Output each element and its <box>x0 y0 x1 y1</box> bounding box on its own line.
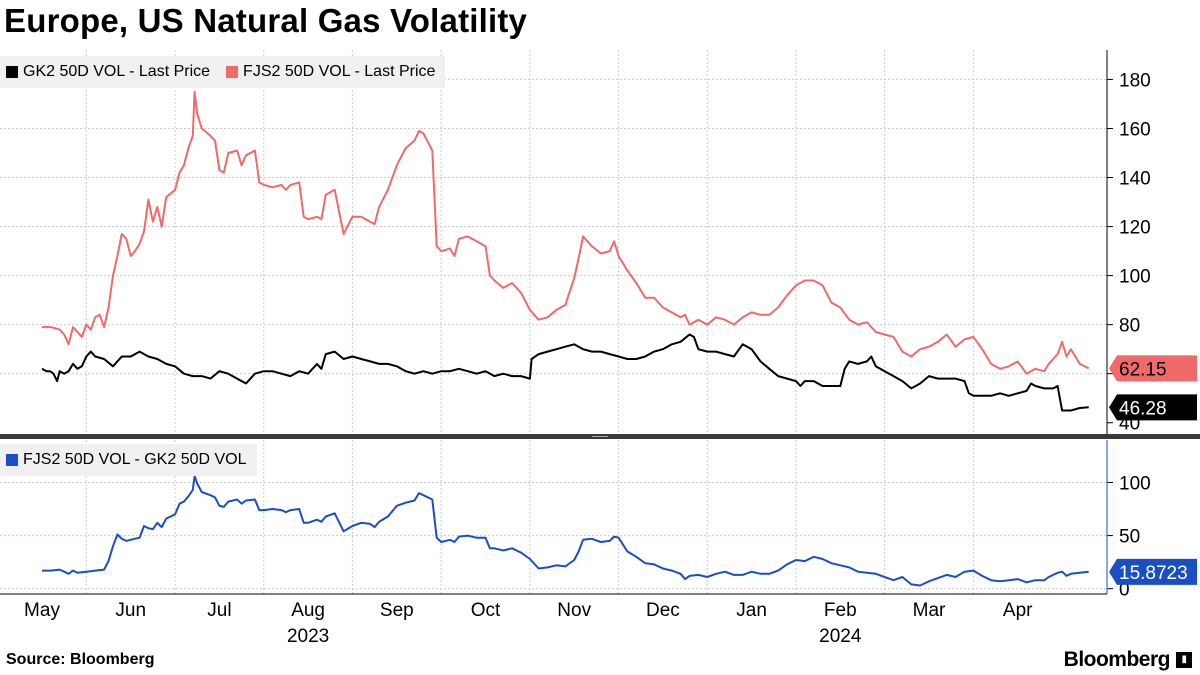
legend-item-fjs2: FJS2 50D VOL - Last Price <box>226 63 435 81</box>
x-year-label: 2023 <box>287 626 329 647</box>
legend-swatch-spread <box>6 454 18 466</box>
x-tick-label: Apr <box>1003 600 1033 621</box>
x-year-label: 2024 <box>819 626 862 647</box>
terminal-icon: ▮ <box>1176 652 1192 668</box>
value-labels: 62.15 46.28 15.8723 <box>1109 355 1197 585</box>
top-y-tick-label: 120 <box>1119 218 1151 239</box>
last-value-gk2-bg <box>1109 394 1197 421</box>
x-tick-label: May <box>24 600 60 621</box>
legend-swatch-gk2 <box>6 66 18 78</box>
last-value-spread-bg <box>1109 558 1197 585</box>
last-value-fjs2-bg <box>1109 355 1197 382</box>
x-tick-label: Jan <box>736 600 767 621</box>
last-value-gk2-text: 46.28 <box>1119 398 1167 419</box>
legend-swatch-fjs2 <box>226 66 239 78</box>
series-line-gk2 <box>41 333 1089 412</box>
top-panel-lines <box>41 90 1090 412</box>
legend-item-gk2: GK2 50D VOL - Last Price <box>6 63 210 81</box>
brand-name: Bloomberg <box>1063 648 1171 671</box>
last-value-fjs2: 62.15 <box>1109 355 1197 382</box>
brand-logo: Bloomberg ▮ <box>1064 648 1192 672</box>
x-tick-label: Dec <box>646 600 680 621</box>
last-value-spread-text: 15.8723 <box>1119 563 1188 584</box>
last-value-spread: 15.8723 <box>1109 558 1197 585</box>
legend-label-fjs2: FJS2 50D VOL - Last Price <box>243 63 436 80</box>
bottom-y-tick-label: 100 <box>1119 473 1151 494</box>
series-line-spread <box>42 475 1089 587</box>
top-panel-grid <box>0 50 1107 435</box>
x-tick-label: Oct <box>471 600 501 621</box>
legend-item-spread: FJS2 50D VOL - GK2 50D VOL <box>6 451 247 469</box>
source-note: Source: Bloomberg <box>6 651 155 668</box>
axes: May Jun Jul Aug Sep Oct Nov Dec Jan Feb Mar Apr 2023… <box>0 50 1200 647</box>
legend-label-gk2: GK2 50D VOL - Last Price <box>23 63 211 80</box>
top-y-tick-label: 160 <box>1119 119 1151 140</box>
x-tick-label: Feb <box>824 600 857 621</box>
legend-label-spread: FJS2 50D VOL - GK2 50D VOL <box>23 451 247 468</box>
chart-title: Europe, US Natural Gas Volatility <box>4 2 528 39</box>
x-tick-label: Jul <box>207 600 231 621</box>
legend-top: GK2 50D VOL - Last Price FJS2 50D VOL - … <box>0 56 446 88</box>
last-value-gk2: 46.28 <box>1109 394 1197 421</box>
top-y-tick-label: 80 <box>1119 316 1140 337</box>
bottom-y-tick-label: 0 <box>1119 580 1130 601</box>
legend-bottom: FJS2 50D VOL - GK2 50D VOL <box>0 444 257 476</box>
bottom-panel-grid <box>0 440 1107 594</box>
x-tick-label: Mar <box>913 600 946 621</box>
x-tick-label: Nov <box>557 600 591 621</box>
x-tick-label: Aug <box>291 600 325 621</box>
series-line-fjs2 <box>42 90 1090 375</box>
bottom-y-tick-label: 50 <box>1119 527 1140 548</box>
top-y-tick-label: 100 <box>1119 267 1151 288</box>
x-tick-label: Sep <box>380 600 414 621</box>
top-y-tick-label: 180 <box>1119 70 1151 91</box>
top-y-tick-label: 140 <box>1119 169 1151 190</box>
last-value-fjs2-text: 62.15 <box>1119 359 1167 380</box>
x-tick-label: Jun <box>115 600 146 621</box>
bottom-panel-lines <box>42 475 1089 587</box>
